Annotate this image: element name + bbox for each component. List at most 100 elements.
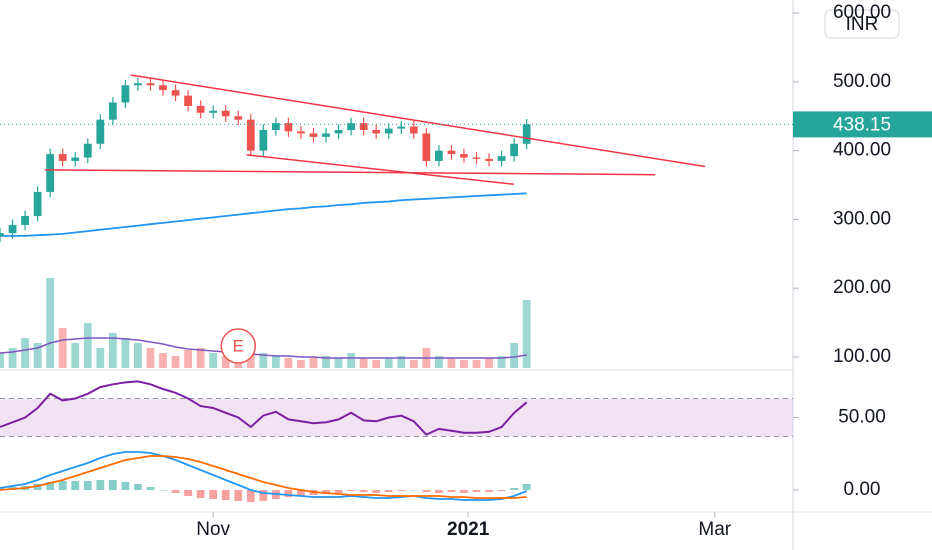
event-marker: [220, 328, 257, 364]
candle-body: [359, 123, 368, 131]
volume-bar: [146, 348, 155, 368]
macd-histogram-bar: [409, 490, 418, 491]
candle-body: [384, 128, 393, 134]
candle-body: [271, 123, 280, 131]
volume-bar: [83, 323, 92, 368]
macd-histogram-bar: [159, 490, 167, 491]
macd-histogram-bar: [347, 490, 355, 491]
volume-bar: [334, 358, 343, 368]
y-tick-label: 0.00: [844, 479, 881, 500]
volume-bar: [108, 333, 117, 368]
volume-bar: [460, 360, 468, 368]
macd-histogram-bar: [472, 490, 481, 492]
candle-body: [397, 126, 406, 129]
y-tick-label: 400.00: [833, 140, 891, 161]
y-tick-label: 500.00: [833, 71, 891, 92]
moving-average: [0, 192, 527, 237]
candle-body: [497, 156, 506, 161]
volume-bar: [485, 358, 493, 368]
volume-bar: [322, 356, 330, 368]
volume-bar: [121, 338, 130, 368]
candle-body: [146, 83, 155, 86]
volume-bar: [159, 353, 167, 368]
candle-body: [108, 102, 117, 120]
volume-bar: [46, 278, 55, 368]
macd-histogram-bar: [121, 482, 130, 490]
volume-bar: [522, 300, 531, 368]
volume-bar: [397, 356, 406, 368]
macd-histogram-bar: [234, 490, 243, 501]
candle-body: [46, 154, 55, 192]
volume-bar: [359, 358, 368, 368]
y-tick-label: 100.00: [833, 346, 891, 367]
volume-bar: [259, 353, 268, 368]
candle-body: [8, 224, 17, 234]
macd-histogram-bar: [460, 490, 468, 493]
candle-body: [71, 157, 80, 161]
candle-body: [196, 105, 205, 113]
volume-bar: [284, 358, 293, 368]
volume-bar: [447, 358, 456, 368]
macd-histogram-bar: [485, 490, 493, 492]
volume-bar: [8, 348, 17, 368]
candle-body: [409, 126, 418, 134]
volume-bar: [209, 353, 218, 368]
volume-bar: [184, 350, 192, 368]
y-tick-label: 600.00: [833, 2, 891, 23]
volume-bar: [33, 343, 42, 368]
candle-body: [134, 83, 142, 86]
macd-histogram-bar: [334, 490, 343, 493]
macd-histogram-bar: [435, 490, 443, 493]
last-price-box: [793, 111, 932, 138]
volume-bar: [196, 348, 205, 368]
candle-body: [309, 133, 318, 137]
macd-histogram-bar: [96, 480, 105, 490]
rsi-line: [0, 380, 528, 436]
trendline: [130, 74, 706, 168]
macd-histogram-bar: [372, 490, 381, 493]
candle-body: [422, 133, 431, 161]
rsi-band: [0, 398, 793, 437]
candle-body: [21, 215, 29, 225]
x-tick-label: 2021: [447, 519, 490, 540]
macd-histogram-bar: [134, 484, 142, 490]
macd-histogram-bar: [322, 490, 330, 494]
candle-body: [297, 131, 305, 134]
volume-bar: [171, 356, 180, 368]
volume-bar: [21, 338, 29, 368]
y-tick-label: 200.00: [833, 277, 891, 298]
candle-body: [372, 130, 381, 134]
candle-body: [246, 119, 255, 151]
x-tick-label: Nov: [196, 519, 230, 540]
volume-bar: [409, 360, 418, 368]
macd-line: [0, 451, 528, 501]
candle-body: [58, 154, 67, 161]
macd-histogram-bar: [58, 481, 67, 490]
candle-body: [96, 119, 105, 144]
currency[interactable]: INR: [846, 14, 879, 35]
macd-histogram-bar: [246, 490, 255, 502]
y-tick-label: 300.00: [833, 208, 891, 229]
macd-histogram-bar: [522, 484, 531, 490]
volume-bar: [309, 358, 318, 368]
candle-body: [121, 85, 130, 103]
candle-body: [510, 143, 519, 157]
macd-histogram-bar: [510, 488, 519, 490]
candle-body: [347, 123, 355, 131]
volume-bar: [472, 360, 481, 368]
x-tick-label: Mar: [698, 519, 731, 540]
macd-histogram-bar: [146, 487, 155, 490]
macd-histogram-bar: [171, 490, 180, 493]
candle-body: [322, 133, 330, 137]
volume-ma: [0, 337, 527, 359]
volume-bar: [510, 343, 519, 368]
volume-bar: [372, 360, 381, 368]
candle-body: [171, 90, 180, 96]
volume-bar: [134, 343, 142, 368]
candle-body: [234, 116, 243, 120]
volume-bar: [435, 356, 443, 368]
currency-button[interactable]: [824, 9, 900, 39]
candle-body: [435, 150, 443, 161]
